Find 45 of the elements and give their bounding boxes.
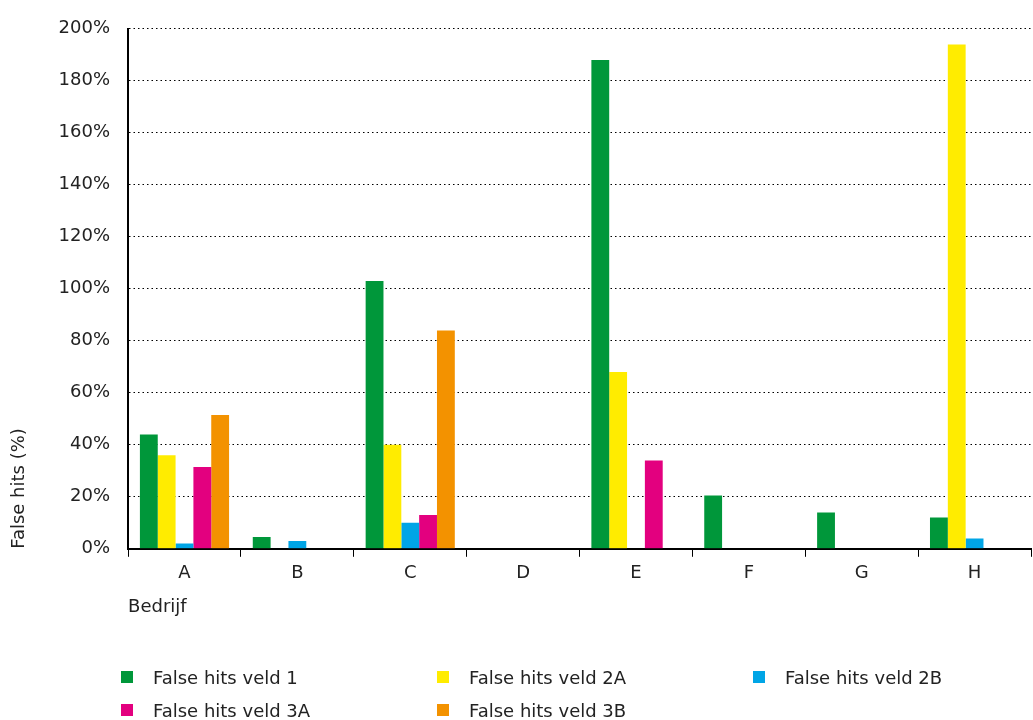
y-tick-label: 60%: [70, 380, 111, 402]
bar: [288, 541, 307, 549]
y-tick-label: 140%: [58, 172, 111, 194]
bar: [252, 537, 271, 549]
bar: [929, 517, 948, 549]
y-axis-title: False hits (%): [7, 428, 29, 549]
x-tick-label: F: [743, 561, 755, 583]
bar: [401, 522, 420, 549]
legend-label: False hits veld 2B: [785, 666, 943, 688]
legend-label: False hits veld 1: [153, 666, 298, 688]
x-tick-label: D: [516, 561, 531, 583]
bar: [947, 44, 966, 549]
bar: [157, 455, 176, 549]
bar: [139, 434, 158, 549]
y-tick-label: 40%: [70, 432, 111, 454]
y-tick-label: 20%: [70, 484, 111, 506]
legend-label: False hits veld 2A: [469, 666, 627, 688]
bar: [704, 495, 723, 549]
y-tick-label: 80%: [70, 328, 111, 350]
x-tick-label: E: [630, 561, 642, 583]
bar: [365, 281, 384, 549]
y-tick-label: 200%: [58, 16, 111, 38]
bar: [383, 444, 402, 549]
x-tick-label: G: [854, 561, 869, 583]
bar: [591, 60, 610, 549]
x-tick-label: B: [291, 561, 304, 583]
bar: [419, 515, 437, 549]
bar: [644, 460, 663, 549]
legend-label: False hits veld 3B: [469, 699, 627, 720]
bar: [193, 466, 212, 549]
y-tick-label: 100%: [58, 276, 111, 298]
bar: [436, 330, 455, 549]
bar: [211, 414, 230, 549]
legend-label: False hits veld 3A: [153, 699, 311, 720]
y-tick-label: 160%: [58, 120, 111, 142]
y-tick-label: 0%: [81, 536, 111, 558]
x-tick-label: A: [178, 561, 192, 583]
bar: [817, 512, 835, 549]
y-tick-label: 120%: [58, 224, 111, 246]
bar: [609, 372, 628, 549]
x-tick-label: H: [967, 561, 982, 583]
x-tick-label: C: [403, 561, 417, 583]
y-tick-label: 180%: [58, 68, 111, 90]
x-axis-title: Bedrijf: [128, 594, 188, 616]
bar: [965, 538, 984, 549]
